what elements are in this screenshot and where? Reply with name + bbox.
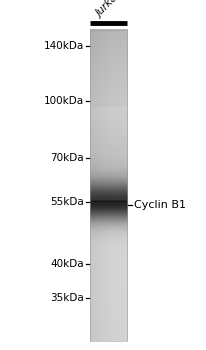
Text: Cyclin B1: Cyclin B1 (133, 200, 185, 210)
Text: 70kDa: 70kDa (50, 153, 83, 163)
Text: 100kDa: 100kDa (43, 96, 83, 106)
Text: 55kDa: 55kDa (50, 197, 83, 206)
Text: 40kDa: 40kDa (50, 259, 83, 269)
Bar (90, 30, 127, 341)
Text: 140kDa: 140kDa (43, 41, 83, 51)
Text: 35kDa: 35kDa (50, 293, 83, 303)
Text: Jurkat: Jurkat (94, 0, 122, 19)
